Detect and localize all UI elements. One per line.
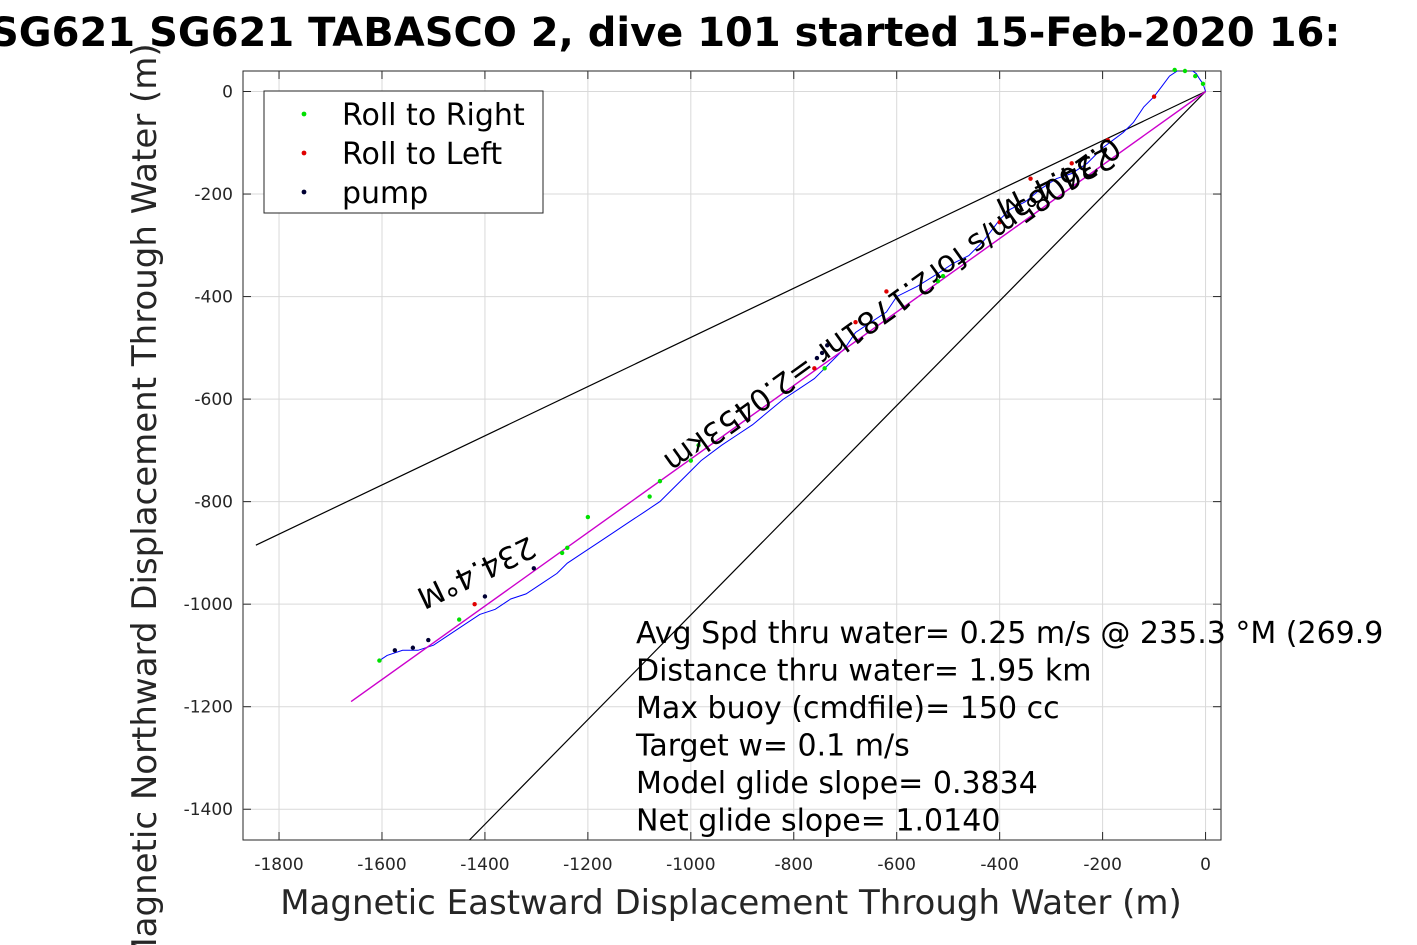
marker-roll-right xyxy=(1200,81,1206,87)
marker-roll-right xyxy=(1182,68,1188,74)
marker-pump xyxy=(814,355,820,361)
x-tick-label: -1600 xyxy=(357,855,406,875)
marker-roll-right xyxy=(688,458,694,463)
y-tick-label: -1200 xyxy=(184,698,233,718)
marker-roll-right xyxy=(559,550,565,556)
annotation-line: Avg Spd thru water= 0.25 m/s @ 235.3 °M … xyxy=(636,616,1383,651)
x-tick-label: -400 xyxy=(980,855,1019,875)
x-tick-label: -1800 xyxy=(254,855,303,875)
y-tick-label: -800 xyxy=(194,493,233,513)
marker-roll-right xyxy=(647,494,652,499)
x-axis-label: Magnetic Eastward Displacement Through W… xyxy=(280,883,1182,923)
marker-points xyxy=(377,67,1206,663)
legend-box xyxy=(263,90,544,214)
marker-roll-right xyxy=(935,278,941,284)
marker-roll-left xyxy=(812,366,817,371)
legend-label: Roll to Left xyxy=(342,137,502,172)
marker-roll-left xyxy=(853,320,858,325)
y-tick-label: -400 xyxy=(194,288,233,308)
heading-line xyxy=(255,90,1206,546)
legend-marker xyxy=(301,150,307,156)
series-net-line xyxy=(350,90,1207,703)
marker-roll-left xyxy=(472,601,477,607)
annotations: Avg Spd thru water= 0.25 m/s @ 235.3 °M … xyxy=(635,616,1383,839)
x-tick-label: 0 xyxy=(1200,855,1211,875)
series-lines xyxy=(350,71,1207,703)
marker-roll-right xyxy=(657,478,663,484)
marker-pump xyxy=(410,645,416,650)
legend-marker xyxy=(301,189,307,195)
y-tick-label: -1000 xyxy=(184,595,233,615)
y-tick-label: -1400 xyxy=(184,800,233,820)
annotation-line: Max buoy (cmdfile)= 150 cc xyxy=(636,691,1060,726)
marker-roll-left xyxy=(884,289,889,294)
annotation-line: Model glide slope= 0.3834 xyxy=(636,766,1038,801)
legend-label: Roll to Right xyxy=(342,98,525,133)
legend: Roll to Right Roll to Left pump xyxy=(263,90,544,214)
marker-pump xyxy=(482,594,488,599)
legend-label: pump xyxy=(342,176,428,211)
y-tick-label: 0 xyxy=(222,83,233,103)
annotation-line: Net glide slope= 1.0140 xyxy=(636,804,1000,839)
marker-roll-left xyxy=(1069,161,1074,166)
marker-pump xyxy=(426,637,431,643)
x-tick-label: -1400 xyxy=(460,855,509,875)
x-tick-label: -800 xyxy=(774,855,813,875)
x-tick-label: -1000 xyxy=(666,855,715,875)
marker-roll-right xyxy=(585,514,591,520)
chart-title: SG621 SG621 TABASCO 2, dive 101 started … xyxy=(0,10,1340,56)
marker-roll-left xyxy=(1028,176,1033,181)
marker-roll-right xyxy=(940,273,946,279)
marker-roll-right xyxy=(822,366,827,371)
marker-roll-left xyxy=(997,220,1002,225)
marker-roll-right xyxy=(1172,67,1177,73)
marker-roll-right xyxy=(456,617,462,622)
marker-roll-left xyxy=(1151,94,1157,99)
legend-marker xyxy=(301,111,307,117)
marker-roll-left xyxy=(1105,138,1110,143)
heading-lines xyxy=(255,90,1206,840)
marker-pump xyxy=(819,350,825,356)
x-tick-label: -200 xyxy=(1083,855,1122,875)
grid xyxy=(243,71,1221,840)
x-ticks: -1800 -1600 -1400 -1200 -1000 -800 -600 -400 -20… xyxy=(254,71,1211,875)
annotation-line: Target w= 0.1 m/s xyxy=(635,729,910,764)
marker-roll-right xyxy=(696,443,701,448)
marker-pump xyxy=(392,648,398,653)
marker-roll-right xyxy=(565,545,570,550)
y-tick-label: -600 xyxy=(194,390,233,410)
y-axis-label: Magnetic Northward Displacement Through … xyxy=(125,43,165,945)
y-ticks: 0 -200 -400 -600 -800 -1000 -1200 -1400 xyxy=(184,83,1221,820)
y-tick-label: -200 xyxy=(194,185,233,205)
x-tick-label: -1200 xyxy=(563,855,612,875)
marker-roll-right xyxy=(377,658,382,663)
marker-roll-right xyxy=(1193,73,1198,79)
marker-pump xyxy=(825,343,830,348)
heading-line xyxy=(469,91,1206,840)
marker-pump xyxy=(531,566,537,571)
annotation-line: Distance thru water= 1.95 km xyxy=(636,654,1091,689)
x-tick-label: -600 xyxy=(877,855,916,875)
